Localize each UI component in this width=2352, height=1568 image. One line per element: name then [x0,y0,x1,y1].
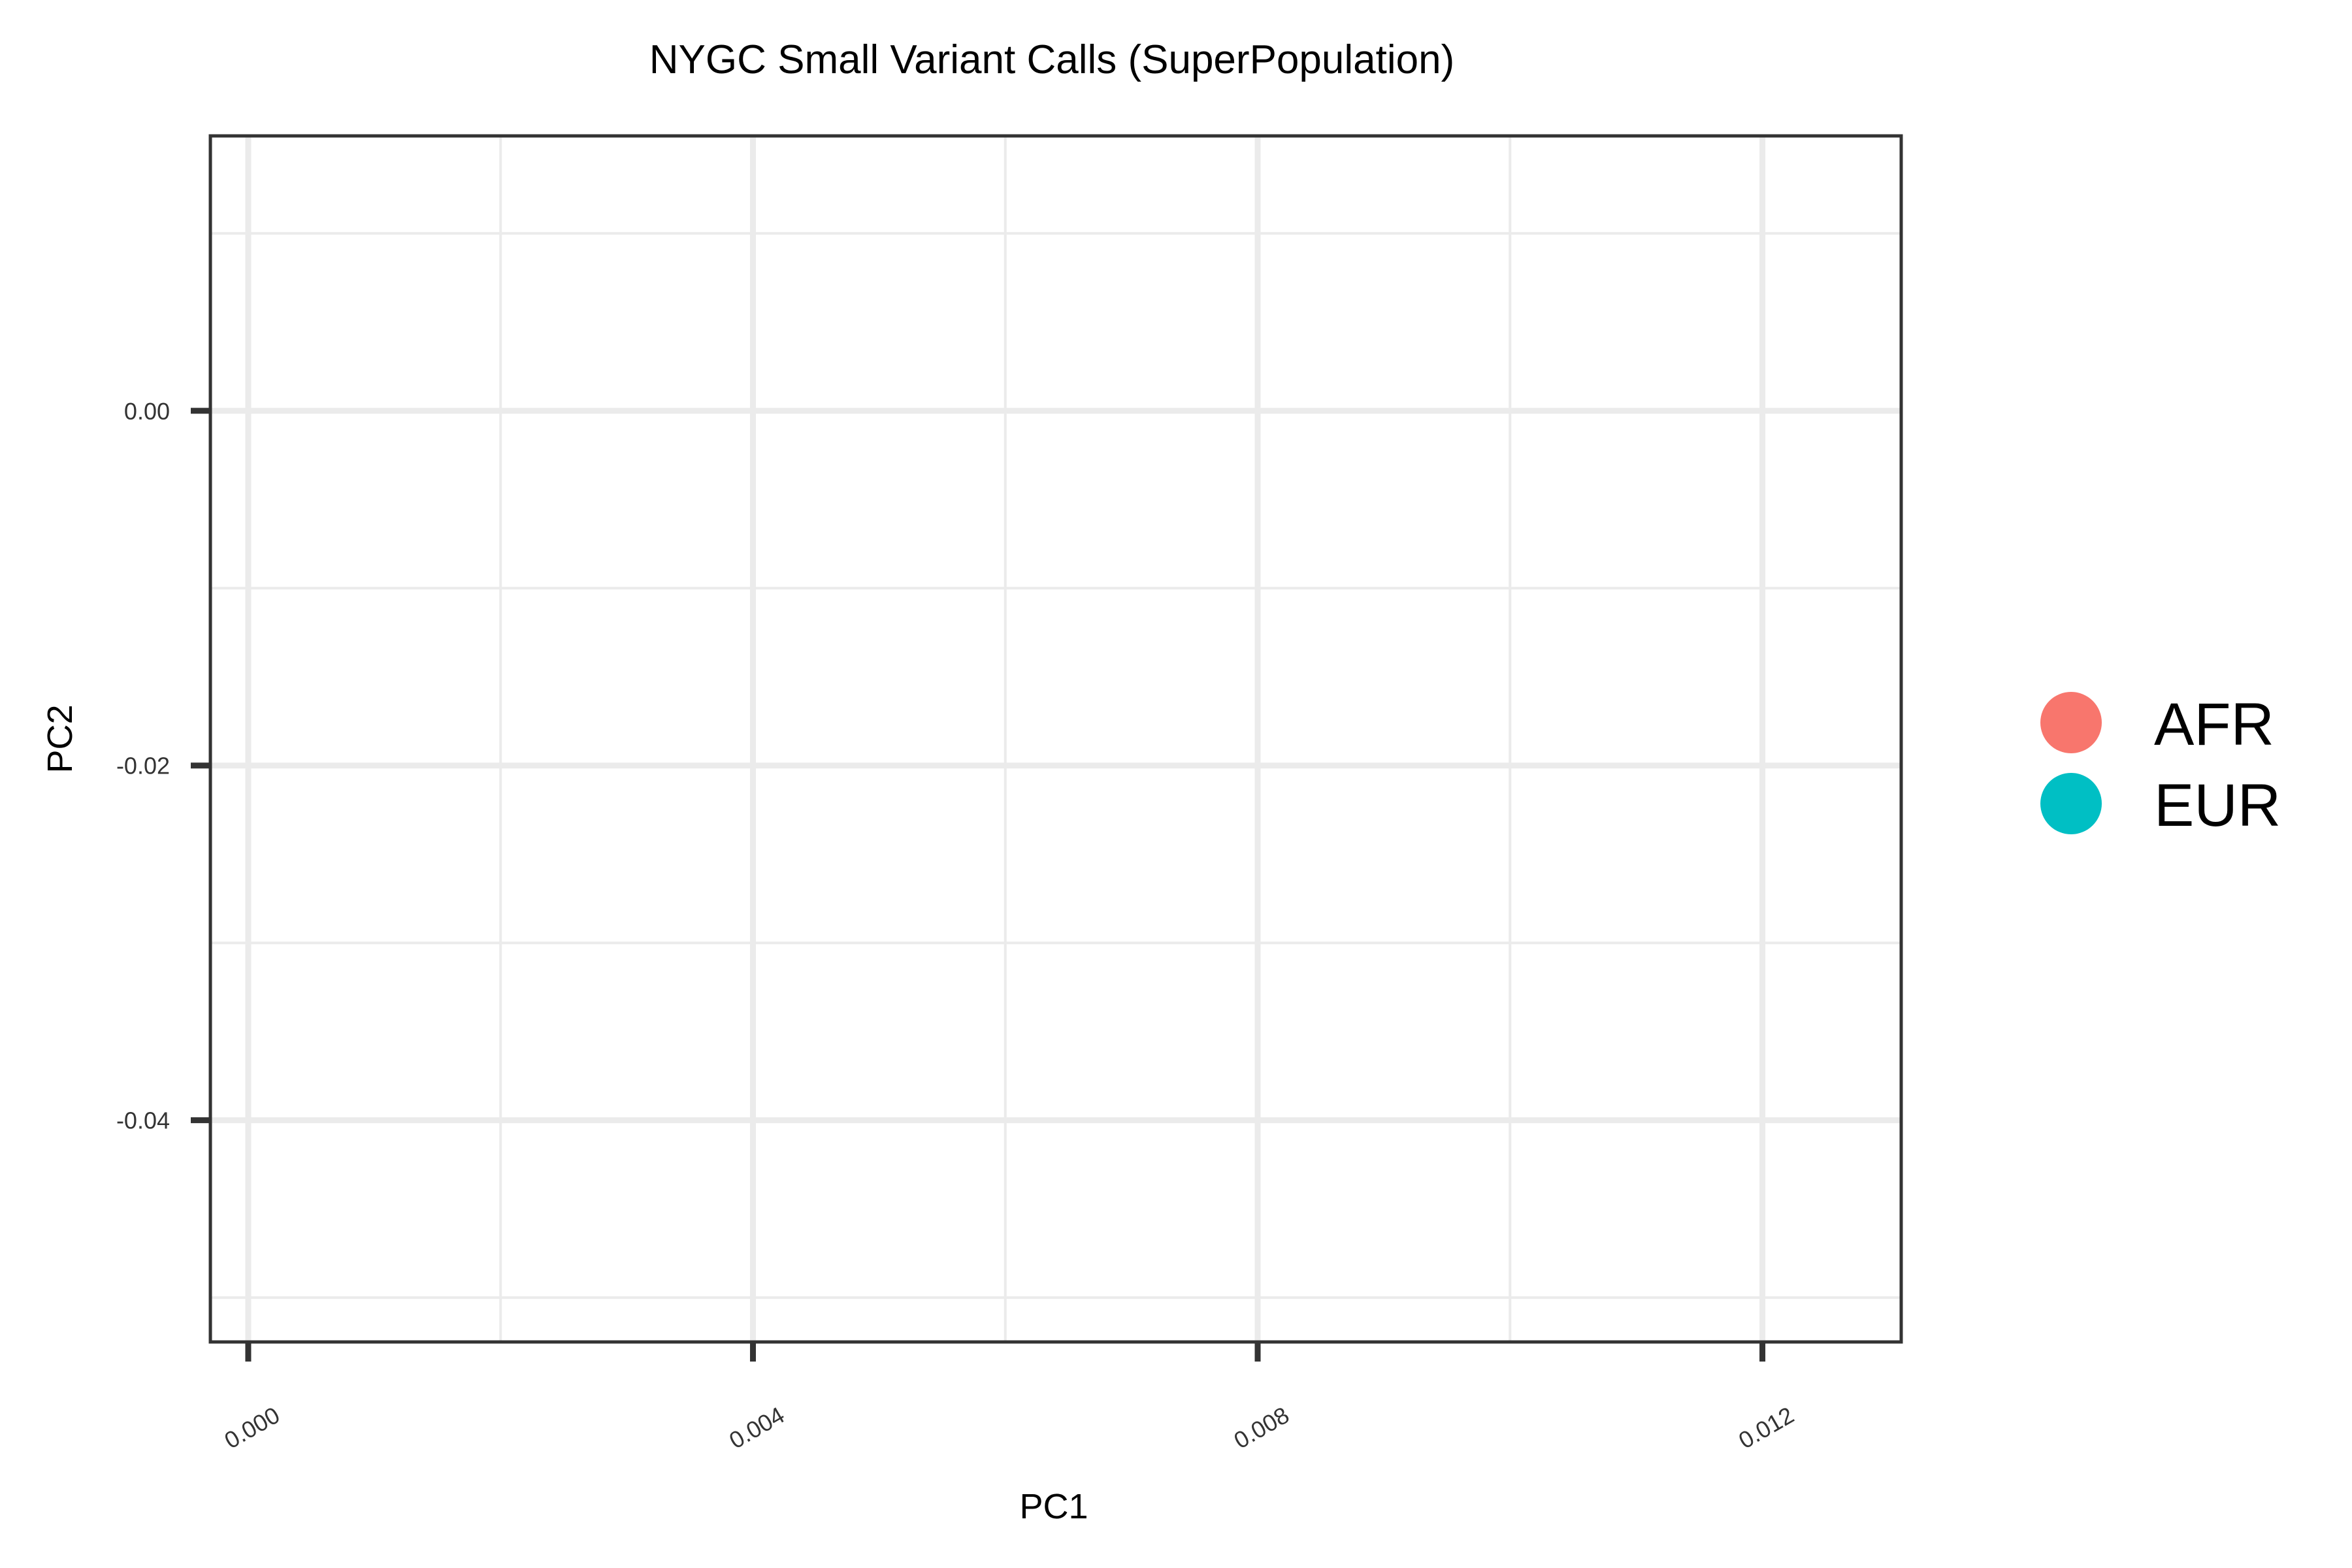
y-axis-title: PC2 [41,704,80,773]
x-tick-label: 0.000 [220,1401,284,1454]
legend-label: AFR [2154,691,2274,758]
x-axis-title: PC1 [1019,1487,1088,1526]
legend-label: EUR [2154,772,2281,839]
legend-key [2040,692,2102,753]
x-tick-label: 0.008 [1230,1401,1294,1454]
x-tick-label: 0.004 [725,1401,789,1454]
y-tick-label: 0.00 [124,398,170,425]
grid-lines [210,136,1901,1342]
y-tick-label: -0.04 [116,1107,170,1134]
plot-background [210,136,1901,1342]
y-tick-label: -0.02 [116,753,170,779]
legend: AFR EUR [2040,691,2281,839]
chart-title: NYGC Small Variant Calls (SuperPopulatio… [649,37,1454,82]
plot-border [208,134,1903,1344]
x-tick-label: 0.012 [1734,1401,1799,1454]
legend-key [2040,773,2102,834]
